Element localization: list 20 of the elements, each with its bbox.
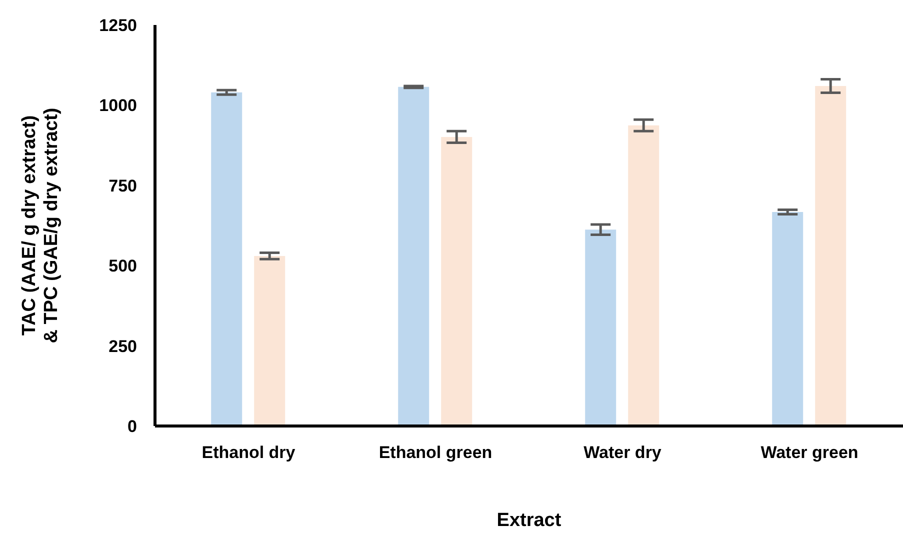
bar [211, 92, 242, 426]
bar [628, 125, 660, 426]
x-tick-label: Ethanol green [378, 443, 492, 462]
y-tick-label: 1000 [99, 96, 137, 116]
bar [772, 212, 804, 426]
y-tick-label: 0 [128, 417, 137, 436]
bar [815, 86, 846, 426]
x-tick-label: Water green [760, 443, 858, 462]
x-axis-title: Extract [496, 510, 562, 531]
bar [254, 256, 286, 426]
y-tick-label: 500 [108, 256, 137, 276]
x-tick-label: Water dry [584, 443, 662, 462]
bar [398, 86, 430, 426]
bar [441, 136, 472, 426]
bar [585, 230, 616, 426]
y-tick-label: 750 [108, 176, 137, 196]
y-axis-title: TAC (AAE/ g dry extract) & TPC (GAE/g dry extract) [19, 108, 62, 344]
y-tick-label: 250 [108, 336, 137, 356]
y-tick-label: 1250 [99, 16, 137, 36]
x-tick-label: Ethanol dry [202, 443, 296, 462]
